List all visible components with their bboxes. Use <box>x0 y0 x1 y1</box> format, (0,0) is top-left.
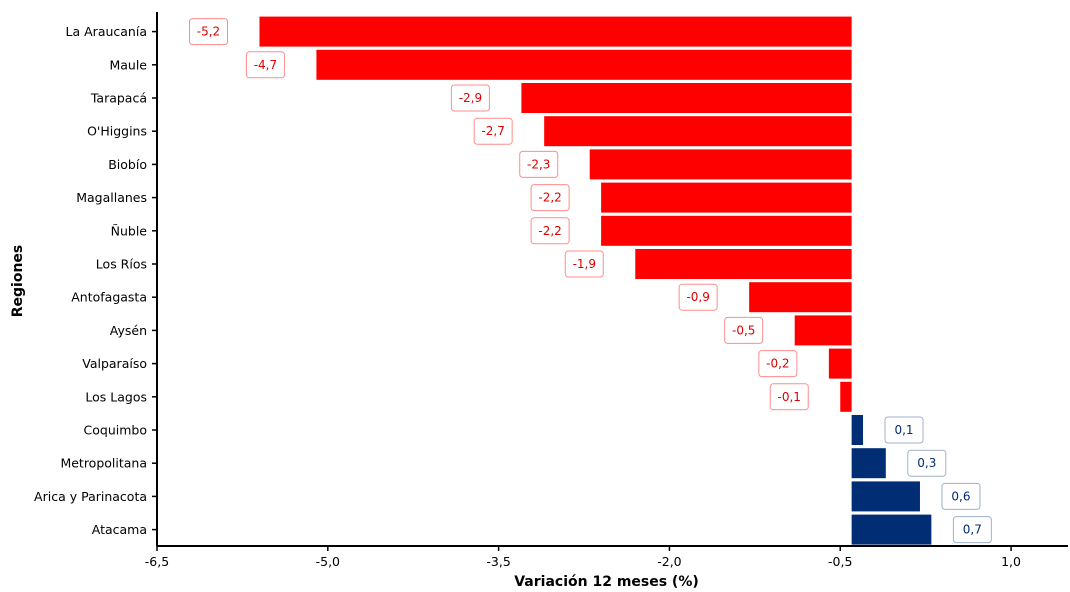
data-label-box <box>473 117 513 145</box>
data-label-text: -2,2 <box>538 224 561 238</box>
data-label: -2,7 <box>473 117 513 145</box>
data-label-text: -2,7 <box>481 124 504 138</box>
bar <box>635 249 852 279</box>
bars-group <box>259 16 932 545</box>
data-label: 0,7 <box>952 516 992 544</box>
bar <box>851 481 920 512</box>
y-tick-label: Valparaíso <box>82 356 147 371</box>
y-tick-label: Tarapacá <box>90 91 147 106</box>
data-label-text: 0,6 <box>951 489 970 503</box>
bar <box>259 16 852 47</box>
x-axis-ticks: -6,5 -5,0 -3,5 -2,0 -0,5 1,0 <box>145 546 1021 569</box>
data-label-text: -0,5 <box>732 323 755 337</box>
y-tick-label: La Araucanía <box>66 24 147 39</box>
data-label: -0,9 <box>678 283 718 311</box>
data-label-box <box>941 482 981 510</box>
data-label: -2,9 <box>450 84 490 112</box>
bar <box>851 415 864 445</box>
x-tick-label: 1,0 <box>1001 554 1021 569</box>
data-label-box <box>450 84 490 112</box>
data-label-box <box>769 383 809 411</box>
data-label-box <box>530 184 570 212</box>
y-tick-label: Los Ríos <box>96 257 147 272</box>
data-label-text: -5,2 <box>197 25 220 39</box>
x-axis-title: Variación 12 meses (%) <box>514 574 699 590</box>
data-label-box <box>530 217 570 245</box>
data-label: 0,3 <box>907 449 947 477</box>
data-label-box <box>678 283 718 311</box>
data-label-box <box>724 316 764 344</box>
data-label-text: -0,9 <box>686 290 709 304</box>
data-label-text: -0,1 <box>778 390 801 404</box>
data-labels-group: -5,2 -4,7 -2,9 -2,7 -2,3 -2,2 -2,2 -1,9 -0,9 -0,5… <box>188 18 992 544</box>
bar <box>601 182 852 213</box>
data-label-box <box>564 250 604 278</box>
data-label: -0,1 <box>769 383 809 411</box>
bar <box>521 83 852 113</box>
data-label-box <box>884 416 924 444</box>
data-label-box <box>952 516 992 544</box>
y-axis-ticks: La Araucanía Maule Tarapacá O'Higgins Biobío… <box>34 24 157 537</box>
y-axis-title: Regiones <box>10 245 26 318</box>
bar <box>851 514 932 545</box>
data-label: -4,7 <box>245 51 285 79</box>
y-tick-label: Ñuble <box>111 223 148 238</box>
data-label: 0,1 <box>884 416 924 444</box>
bar <box>589 149 852 180</box>
data-label: -2,3 <box>519 150 559 178</box>
y-tick-label: Atacama <box>92 522 147 537</box>
y-tick-label: Aysén <box>110 323 147 338</box>
y-tick-label: Maule <box>109 57 147 72</box>
data-label-text: -0,2 <box>766 357 789 371</box>
bar <box>749 282 852 313</box>
data-label-text: -2,2 <box>538 191 561 205</box>
data-label-box <box>188 18 228 46</box>
x-tick-label: -5,0 <box>316 554 340 569</box>
bar <box>794 315 852 346</box>
data-label: -2,2 <box>530 184 570 212</box>
data-label-box <box>907 449 947 477</box>
data-label-text: -1,9 <box>573 257 596 271</box>
bar <box>601 215 852 246</box>
data-label-box <box>519 150 559 178</box>
y-tick-label: Coquimbo <box>84 423 147 438</box>
bar <box>828 348 852 379</box>
y-tick-label: Antofagasta <box>71 290 147 305</box>
data-label: -5,2 <box>188 18 228 46</box>
data-label: 0,6 <box>941 482 981 510</box>
y-tick-label: Los Lagos <box>85 389 147 404</box>
data-label: -1,9 <box>564 250 604 278</box>
data-label-text: 0,7 <box>963 523 982 537</box>
data-label: -0,2 <box>758 350 798 378</box>
bar <box>840 381 852 412</box>
bar <box>544 116 852 147</box>
x-tick-label: -0,5 <box>828 554 852 569</box>
data-label-box <box>758 350 798 378</box>
x-tick-label: -3,5 <box>486 554 510 569</box>
y-tick-label: Arica y Parinacota <box>34 489 147 504</box>
data-label-text: 0,3 <box>917 456 936 470</box>
y-tick-label: Metropolitana <box>60 456 147 471</box>
y-tick-label: O'Higgins <box>87 124 147 139</box>
y-tick-label: Magallanes <box>76 190 147 205</box>
bar <box>316 49 852 80</box>
y-tick-label: Biobío <box>108 157 147 172</box>
data-label-text: 0,1 <box>894 423 913 437</box>
data-label-text: -4,7 <box>254 58 277 72</box>
data-label-box <box>245 51 285 79</box>
data-label: -2,2 <box>530 217 570 245</box>
bar <box>851 448 886 479</box>
data-label-text: -2,3 <box>527 157 550 171</box>
x-tick-label: -2,0 <box>657 554 681 569</box>
x-tick-label: -6,5 <box>145 554 169 569</box>
data-label: -0,5 <box>724 316 764 344</box>
data-label-text: -2,9 <box>459 91 482 105</box>
